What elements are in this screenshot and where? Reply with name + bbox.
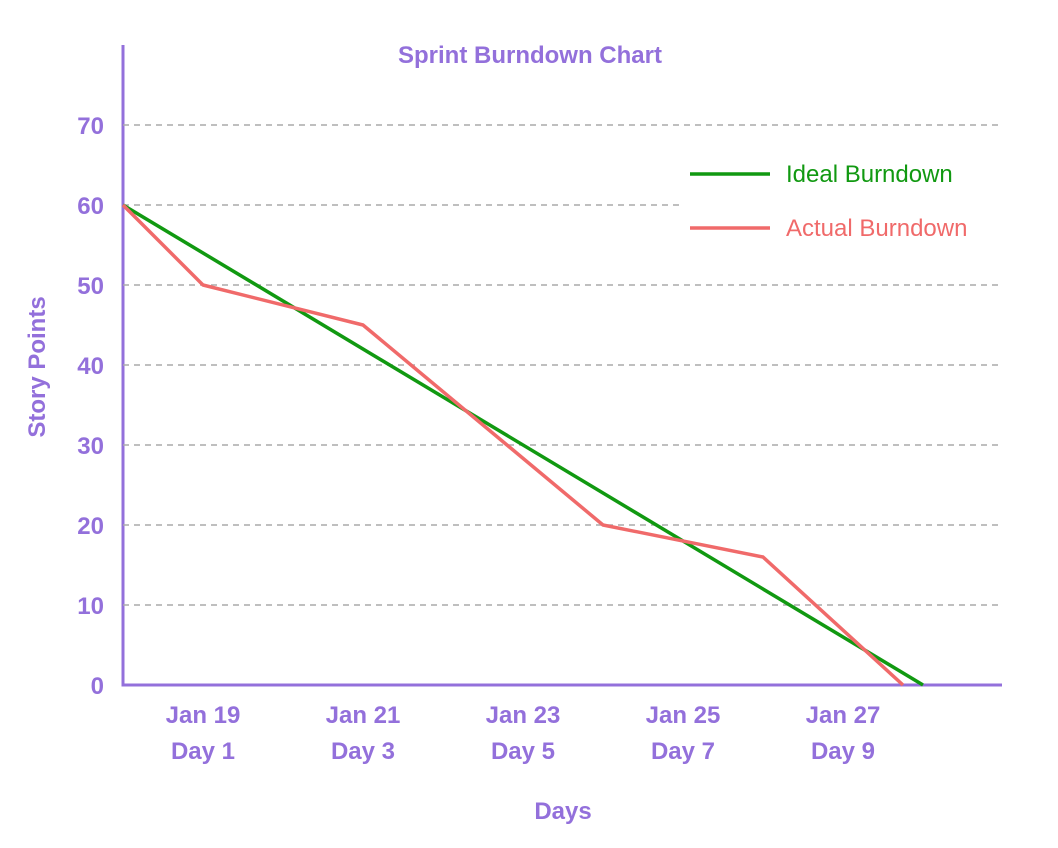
y-tick-label-60: 60 xyxy=(77,193,104,220)
x-tick-date-5: Jan 27 xyxy=(806,702,881,729)
x-tick-date-4: Jan 25 xyxy=(646,702,721,729)
legend: Ideal Burndown Actual Burndown xyxy=(683,145,1002,255)
y-tick-label-10: 10 xyxy=(77,593,104,620)
y-axis-title: Story Points xyxy=(24,296,51,437)
legend-label-ideal: Ideal Burndown xyxy=(786,161,953,188)
x-tick-day-3: Day 5 xyxy=(491,738,555,765)
x-axis-title: Days xyxy=(534,798,591,825)
x-tick-date-2: Jan 21 xyxy=(326,702,401,729)
series-line-ideal xyxy=(122,203,924,687)
chart-title: Sprint Burndown Chart xyxy=(398,42,662,69)
legend-box xyxy=(683,145,1002,255)
y-tick-label-40: 40 xyxy=(77,353,104,380)
axes: 0 10 20 30 40 50 60 70 Jan 19 Day 1 Jan 21 Day 3 Jan… xyxy=(77,45,1002,765)
y-tick-label-70: 70 xyxy=(77,113,104,140)
gridlines xyxy=(123,124,1002,606)
y-tick-label-50: 50 xyxy=(77,273,104,300)
x-tick-date-1: Jan 19 xyxy=(166,702,241,729)
y-tick-label-20: 20 xyxy=(77,513,104,540)
x-tick-date-3: Jan 23 xyxy=(486,702,561,729)
series-line-actual xyxy=(121,203,905,687)
legend-label-actual: Actual Burndown xyxy=(786,215,967,242)
y-tick-label-30: 30 xyxy=(77,433,104,460)
x-tick-day-5: Day 9 xyxy=(811,738,875,765)
x-tick-day-1: Day 1 xyxy=(171,738,235,765)
y-tick-label-0: 0 xyxy=(91,673,104,700)
series-lines xyxy=(121,203,924,687)
x-tick-day-2: Day 3 xyxy=(331,738,395,765)
x-tick-day-4: Day 7 xyxy=(651,738,715,765)
